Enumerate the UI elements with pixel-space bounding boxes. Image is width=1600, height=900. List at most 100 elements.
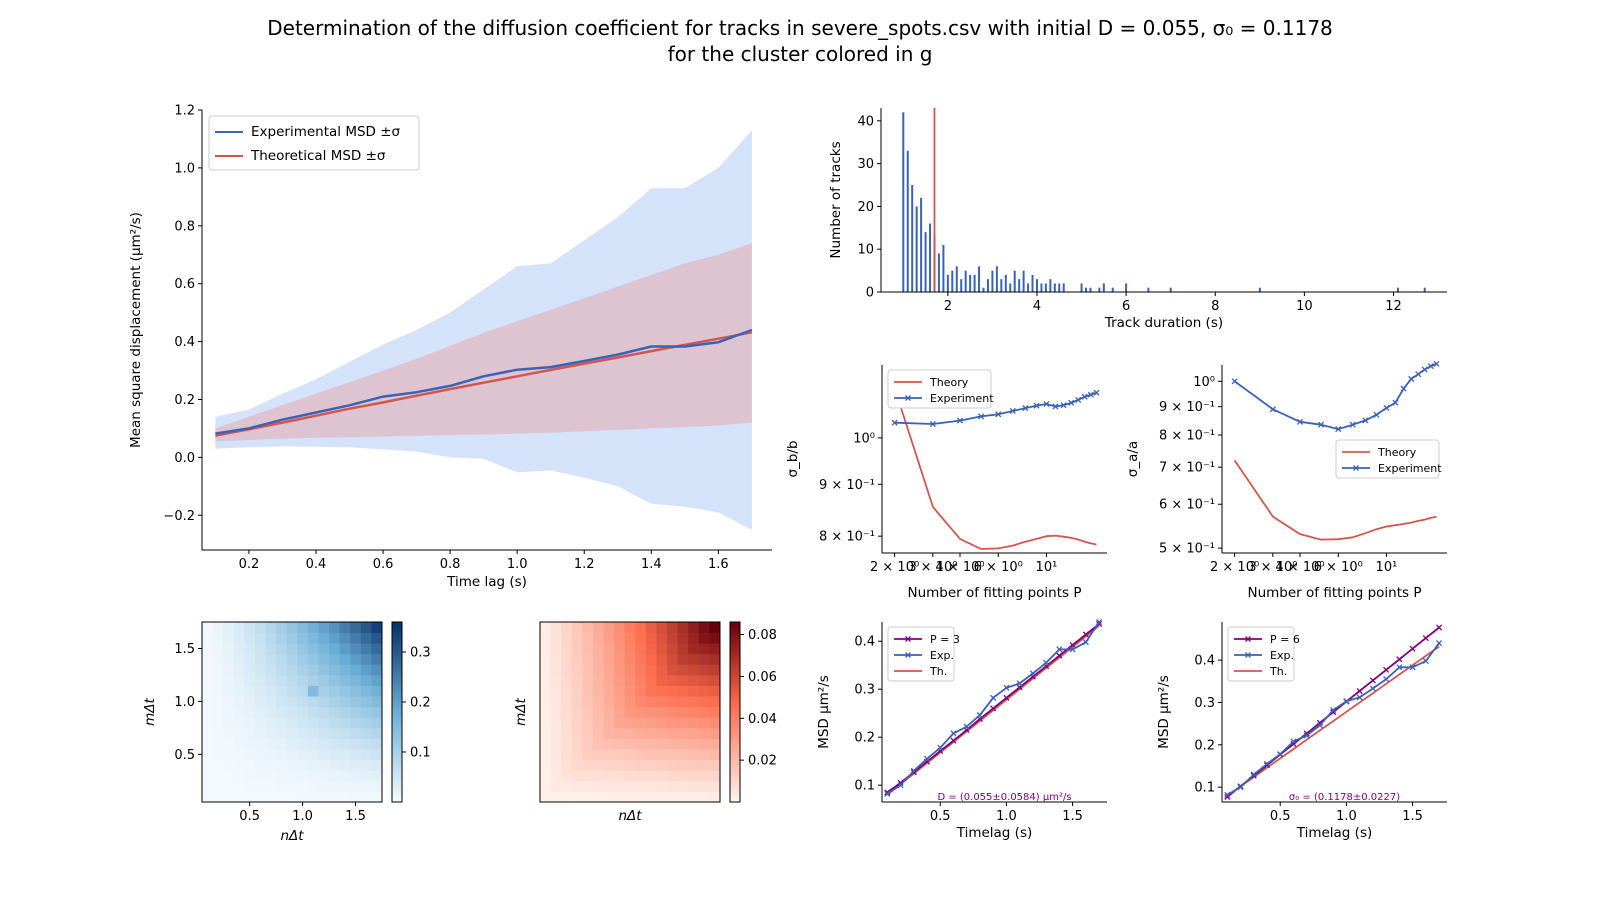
histogram-bar (1009, 283, 1012, 292)
cov_exp-cell (254, 653, 266, 665)
cov_theory-cell (592, 622, 604, 633)
cov_exp-cell (286, 727, 298, 739)
cov_theory-cell (667, 632, 679, 644)
cov_theory-cell (614, 643, 626, 655)
cov_exp-colorbar-segment (392, 649, 402, 653)
cov_theory-cell (540, 738, 551, 750)
fit_p3-annotation: D = (0.055±0.0584) μm²/s (937, 792, 1071, 803)
cov_theory-cell (635, 664, 647, 676)
histogram-bar (964, 270, 967, 292)
cov_theory-cell (561, 770, 573, 782)
cov_theory-cell (540, 622, 551, 633)
duration-histogram: 2 4 6 8 10 12 0 10 20 30 40 Track duration (s) Numbe… (828, 108, 1447, 331)
cov_exp-cell (297, 759, 309, 771)
cov_exp-colorbar-segment (392, 757, 402, 761)
fit_p6-exp-marker (1343, 698, 1350, 705)
cov_theory-cell (624, 727, 636, 739)
histogram-bar (1040, 283, 1043, 292)
cov_exp-colorbar-segment (392, 715, 402, 719)
cov_theory-cell (709, 696, 721, 708)
histogram-bar (1085, 287, 1088, 292)
cov_theory-cell (709, 749, 721, 761)
cov_theory-cell (614, 696, 626, 708)
cov_exp-cell (339, 622, 351, 633)
cov_exp-cell (254, 759, 266, 771)
cov_exp-cell (276, 664, 288, 676)
cov_theory-cell (677, 664, 689, 676)
cov_exp-colorbar-segment (392, 742, 402, 746)
cov_exp-cell (307, 791, 319, 803)
cov_exp-cell (360, 738, 372, 750)
sigma_b-experiment-marker (1081, 393, 1088, 400)
cov_theory-cell (571, 780, 583, 792)
fit_p6-exp-marker (1224, 791, 1231, 798)
cov_exp-cell (297, 780, 309, 792)
cov_exp-cell (202, 791, 213, 803)
fit_p6-exp-marker (1290, 738, 1297, 745)
histogram-bar (1022, 270, 1025, 292)
cov_exp-cell (233, 770, 245, 782)
cov_exp-cell (202, 653, 213, 665)
cov_exp-colorbar-segment (392, 787, 402, 791)
sigma_b-experiment-marker (1093, 389, 1100, 396)
cov_theory-cell (656, 770, 668, 782)
cov_exp-cell (202, 632, 213, 644)
cov_theory-cell (709, 685, 721, 697)
cov_exp-cell (371, 749, 383, 761)
cov_exp-cell (318, 706, 330, 718)
histogram-bar (924, 232, 927, 292)
cov_exp-cell (371, 770, 383, 782)
cov_theory-cell (624, 685, 636, 697)
cov_exp-cell (318, 643, 330, 655)
cov_theory-cell (667, 674, 679, 686)
cov_exp-cell (286, 706, 298, 718)
sigma_a-experiment-line (1234, 363, 1437, 431)
cov_exp-cell (202, 738, 213, 750)
sigma_b-experiment-marker (1060, 402, 1067, 409)
sigma_b-xtick-label: 2 × 10⁰ (870, 560, 919, 575)
cov_theory-cell (540, 770, 551, 782)
cov_exp-cell (350, 738, 362, 750)
cov_exp-cell (350, 696, 362, 708)
fit_p3-exp-marker (1029, 670, 1036, 677)
cov_exp-colorbar-segment (392, 643, 402, 647)
cov_exp-cell (350, 759, 362, 771)
cov_exp-cell (233, 717, 245, 729)
cov_exp-colorbar-segment (392, 727, 402, 731)
cov_exp-cell (318, 632, 330, 644)
fit_p3-exp-marker (923, 755, 931, 762)
cov_theory-cell (571, 653, 583, 665)
cov_exp-cell (212, 759, 224, 771)
fit_p6-exp-marker (1330, 707, 1337, 714)
cov_theory-cell (561, 664, 573, 676)
cov_theory-cell (582, 622, 594, 633)
cov_theory-cell (709, 653, 721, 665)
cov_exp-cell (371, 622, 383, 633)
cov_exp-cell (276, 727, 288, 739)
cov_exp-colorbar-segment (392, 628, 402, 632)
cov_theory-cell (645, 674, 657, 686)
fit_p6-exp-marker (1356, 694, 1363, 701)
cov_theory-cell (561, 791, 573, 803)
cov_exp-cell (339, 749, 351, 761)
cov_theory-cell (698, 780, 710, 792)
histogram-bar (982, 287, 985, 292)
fit_p6-xlabel: Timelag (s) (1296, 825, 1373, 841)
fit_p6-fit-marker (1436, 624, 1443, 631)
fit_p6-exp-marker (1303, 732, 1310, 739)
cov_theory-cell (582, 643, 594, 655)
cov_exp-cell (360, 664, 372, 676)
cov_exp-cell (265, 664, 277, 676)
cov_exp-colorbar-segment (392, 703, 402, 707)
cov_exp-cell (233, 706, 245, 718)
cov_exp-cell (307, 664, 319, 676)
cov_exp-cell (318, 727, 330, 739)
cov_exp-cell (329, 780, 341, 792)
cov_exp-cell (297, 696, 309, 708)
sigma_b-experiment-marker (1075, 396, 1082, 403)
cov_theory-cell (561, 622, 573, 633)
sigma_b-experiment-marker (1009, 407, 1016, 415)
cov_theory-cell (645, 696, 657, 708)
cov_theory-colorbar-segment (730, 718, 740, 722)
cov_theory-cell (635, 622, 647, 633)
